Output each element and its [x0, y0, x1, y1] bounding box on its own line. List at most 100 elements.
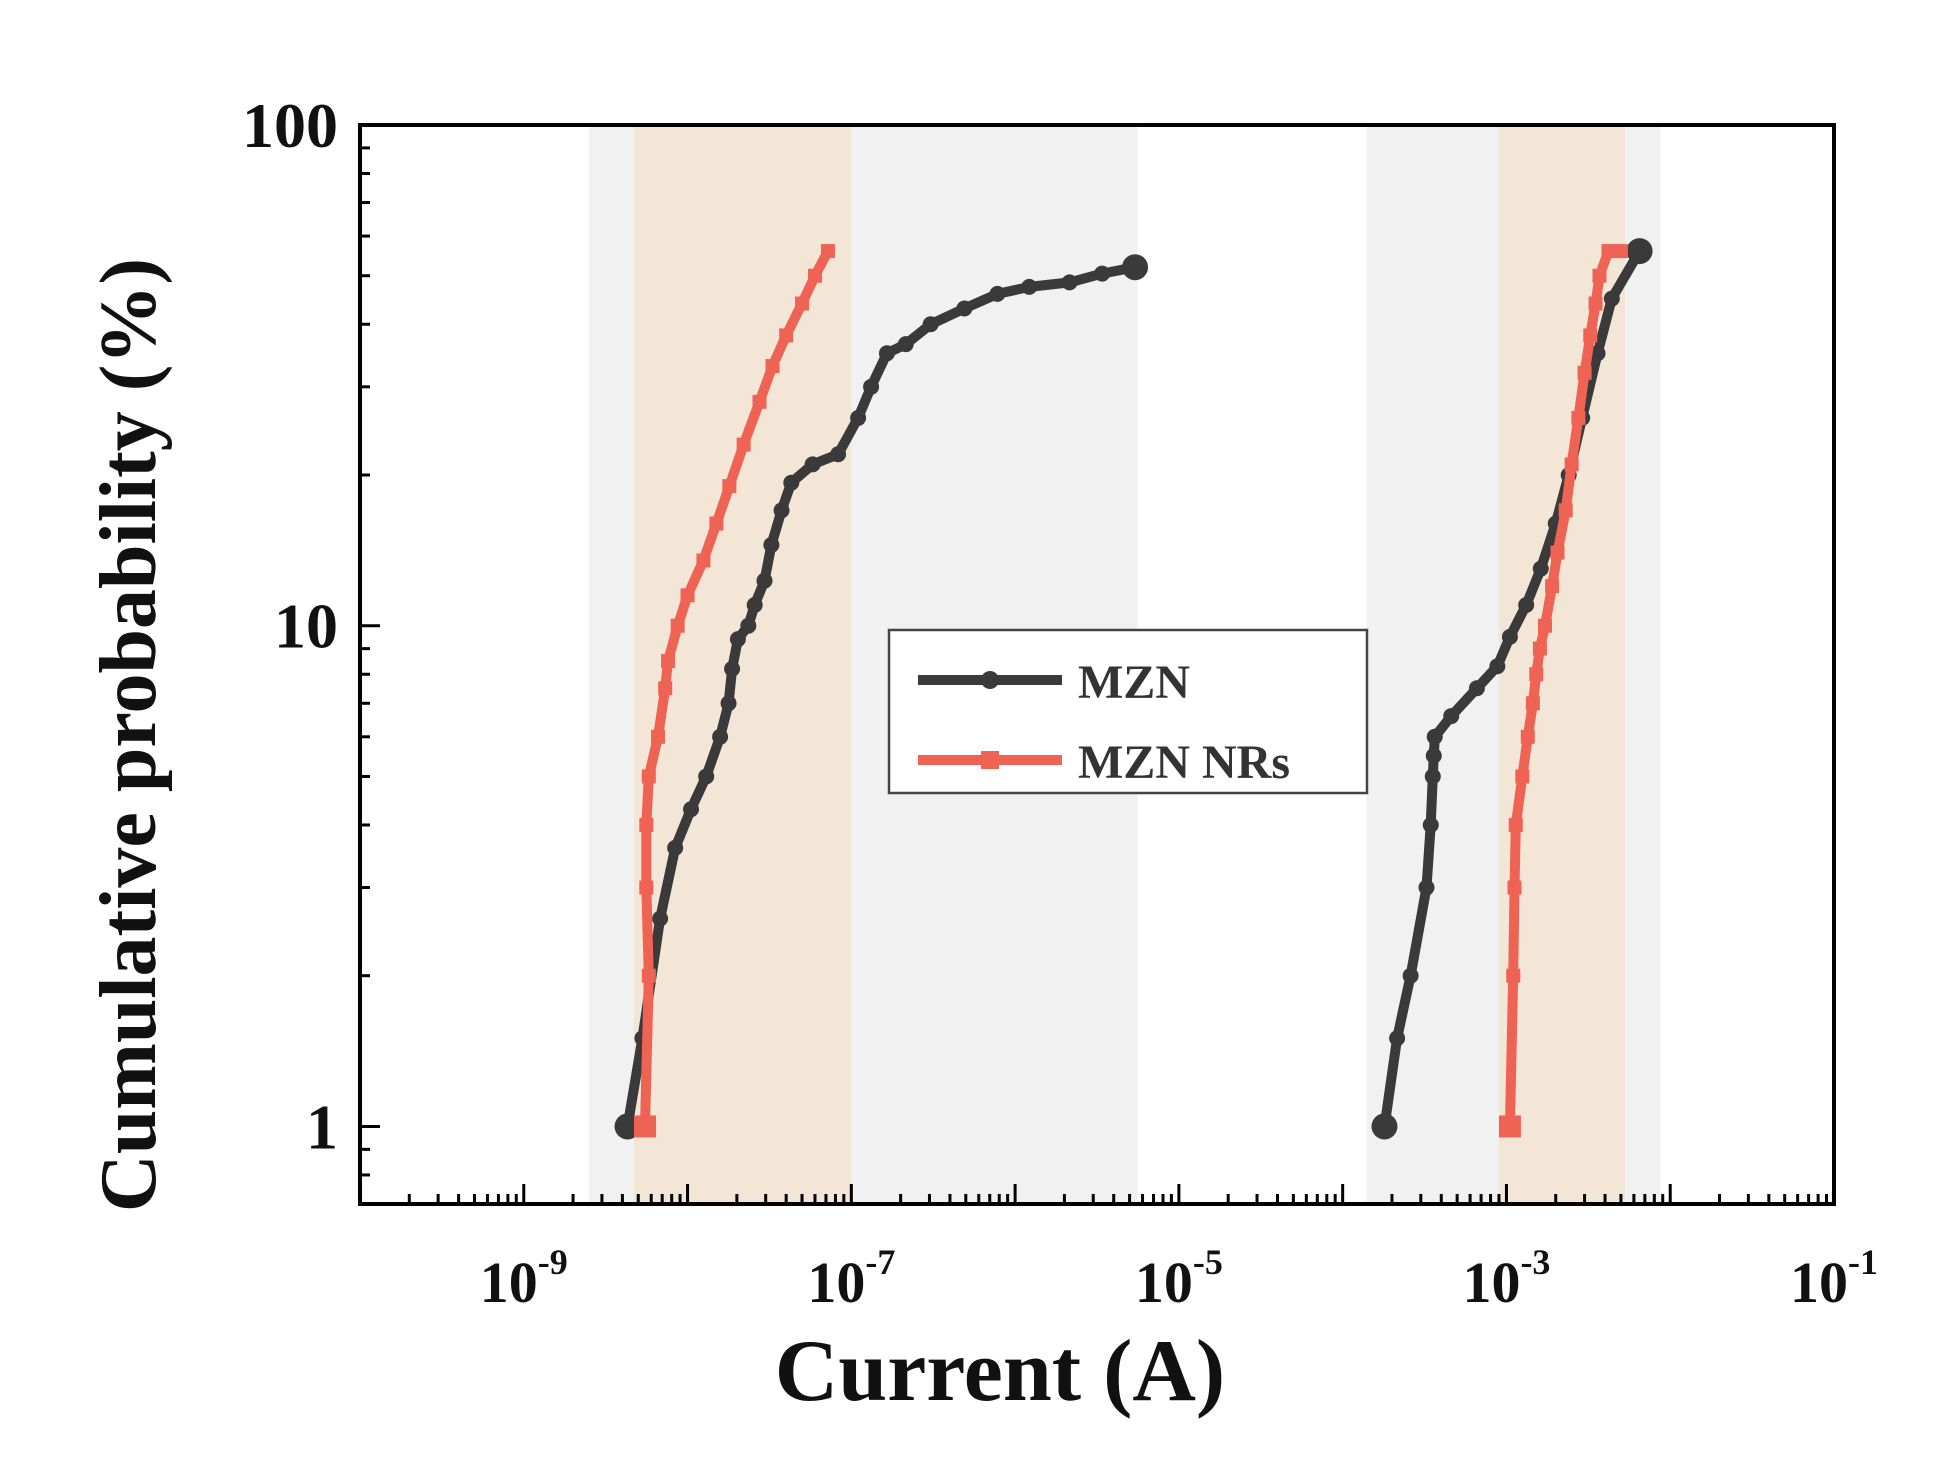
legend: MZN MZN NRs — [887, 628, 1369, 795]
data-point-mzn — [667, 839, 684, 856]
tick-labels: 10-9 10-7 10-5 10-3 10-1 1 10 100 — [242, 90, 1878, 1315]
data-point-mzn — [1418, 879, 1435, 896]
data-point-mzn-nrs — [1558, 503, 1573, 518]
data-point-mzn — [1589, 345, 1606, 362]
data-point-mzn-nrs — [661, 654, 676, 669]
shaded-region-tan — [1498, 125, 1626, 1204]
data-point-mzn — [773, 502, 790, 519]
data-point-mzn-nrs — [1601, 244, 1616, 259]
data-point-mzn-nrs — [1550, 545, 1565, 560]
data-point-mzn-nrs — [709, 516, 724, 531]
data-point-mzn — [956, 300, 973, 317]
data-series — [614, 238, 1653, 1140]
data-point-mzn-nrs — [641, 769, 656, 784]
data-point-mzn — [1443, 708, 1460, 725]
data-point-mzn — [1501, 628, 1518, 645]
data-point-mzn — [1426, 728, 1443, 745]
data-point-mzn — [878, 345, 895, 362]
data-point-mzn — [763, 536, 780, 553]
data-point-mzn-nrs — [670, 618, 685, 633]
data-point-mzn — [724, 660, 741, 677]
x-tick-label: 10-5 — [1135, 1242, 1223, 1315]
data-point-mzn-nrs — [752, 394, 767, 409]
data-point-mzn-nrs — [651, 729, 666, 744]
data-point-mzn — [1626, 238, 1653, 265]
data-point-mzn-nrs — [1507, 880, 1522, 895]
data-point-mzn — [850, 409, 867, 426]
data-point-mzn — [922, 316, 939, 333]
x-tick-label: 10-7 — [807, 1242, 895, 1315]
data-point-mzn-nrs — [1525, 696, 1540, 711]
data-point-mzn — [1468, 680, 1485, 697]
series-mzn-nrs-group-2 — [1498, 244, 1628, 1138]
data-point-mzn — [804, 456, 821, 473]
data-point-mzn-nrs — [1577, 365, 1592, 380]
data-point-mzn-nrs — [765, 359, 780, 374]
data-point-mzn-nrs — [1564, 457, 1579, 472]
data-point-mzn — [712, 728, 729, 745]
legend-label-mzn: MZN — [1078, 656, 1190, 709]
data-point-mzn-nrs — [1508, 817, 1523, 832]
data-point-mzn — [756, 572, 773, 589]
data-point-mzn-nrs — [807, 268, 822, 283]
data-point-mzn — [1518, 596, 1535, 613]
data-point-mzn-nrs — [1571, 410, 1586, 425]
data-point-mzn-nrs — [1520, 729, 1535, 744]
data-point-mzn-nrs — [722, 479, 737, 494]
x-tick-label: 10-9 — [480, 1242, 568, 1315]
x-tick-label: 10-3 — [1462, 1242, 1550, 1315]
data-point-mzn — [652, 910, 669, 927]
data-point-mzn — [1402, 967, 1419, 984]
data-point-mzn — [1389, 1030, 1406, 1047]
data-point-mzn-nrs — [634, 1115, 657, 1138]
data-point-mzn — [897, 336, 914, 353]
data-point-mzn-nrs — [639, 817, 654, 832]
data-point-mzn — [1094, 265, 1111, 282]
legend-marker-mzn-nrs — [981, 751, 999, 769]
data-point-mzn — [830, 446, 847, 463]
data-point-mzn — [1603, 290, 1620, 307]
data-point-mzn — [1532, 560, 1549, 577]
x-axis-title: Current (A) — [775, 1323, 1225, 1420]
data-point-mzn — [783, 474, 800, 491]
y-axis-title: Cumulative probability (%) — [85, 258, 173, 1212]
y-tick-label: 100 — [242, 90, 338, 161]
data-point-mzn-nrs — [736, 437, 751, 452]
data-point-mzn-nrs — [820, 244, 835, 259]
data-point-mzn-nrs — [1538, 618, 1553, 633]
data-point-mzn — [614, 1113, 641, 1140]
data-point-mzn-nrs — [1583, 328, 1598, 343]
data-point-mzn — [720, 695, 737, 712]
data-point-mzn-nrs — [639, 880, 654, 895]
data-point-mzn — [1489, 658, 1506, 675]
data-point-mzn-nrs — [1613, 244, 1628, 259]
data-point-mzn-nrs — [1515, 769, 1530, 784]
legend-marker-mzn — [981, 671, 999, 689]
data-point-mzn-nrs — [779, 328, 794, 343]
data-point-mzn — [740, 617, 757, 634]
data-point-mzn — [1122, 254, 1149, 281]
data-point-mzn-nrs — [1498, 1115, 1521, 1138]
data-point-mzn-nrs — [696, 553, 711, 568]
data-point-mzn — [729, 631, 746, 648]
legend-label-mzn-nrs: MZN NRs — [1078, 736, 1290, 789]
data-point-mzn — [1422, 816, 1439, 833]
data-point-mzn-nrs — [658, 681, 673, 696]
data-point-mzn — [989, 285, 1006, 302]
data-point-mzn — [1371, 1113, 1398, 1140]
data-point-mzn — [1424, 768, 1441, 785]
data-point-mzn-nrs — [1545, 579, 1560, 594]
data-point-mzn — [746, 596, 763, 613]
data-point-mzn — [1021, 278, 1038, 295]
data-point-mzn-nrs — [1506, 968, 1521, 983]
axis-ticks — [358, 123, 1836, 1206]
data-point-mzn-nrs — [641, 968, 656, 983]
data-point-mzn-nrs — [1529, 667, 1544, 682]
data-point-mzn-nrs — [1588, 296, 1603, 311]
series-mzn-group-1 — [614, 254, 1149, 1140]
data-point-mzn — [683, 801, 700, 818]
y-tick-label: 1 — [306, 1091, 338, 1162]
x-tick-label: 10-1 — [1790, 1242, 1878, 1315]
data-point-mzn-nrs — [680, 588, 695, 603]
